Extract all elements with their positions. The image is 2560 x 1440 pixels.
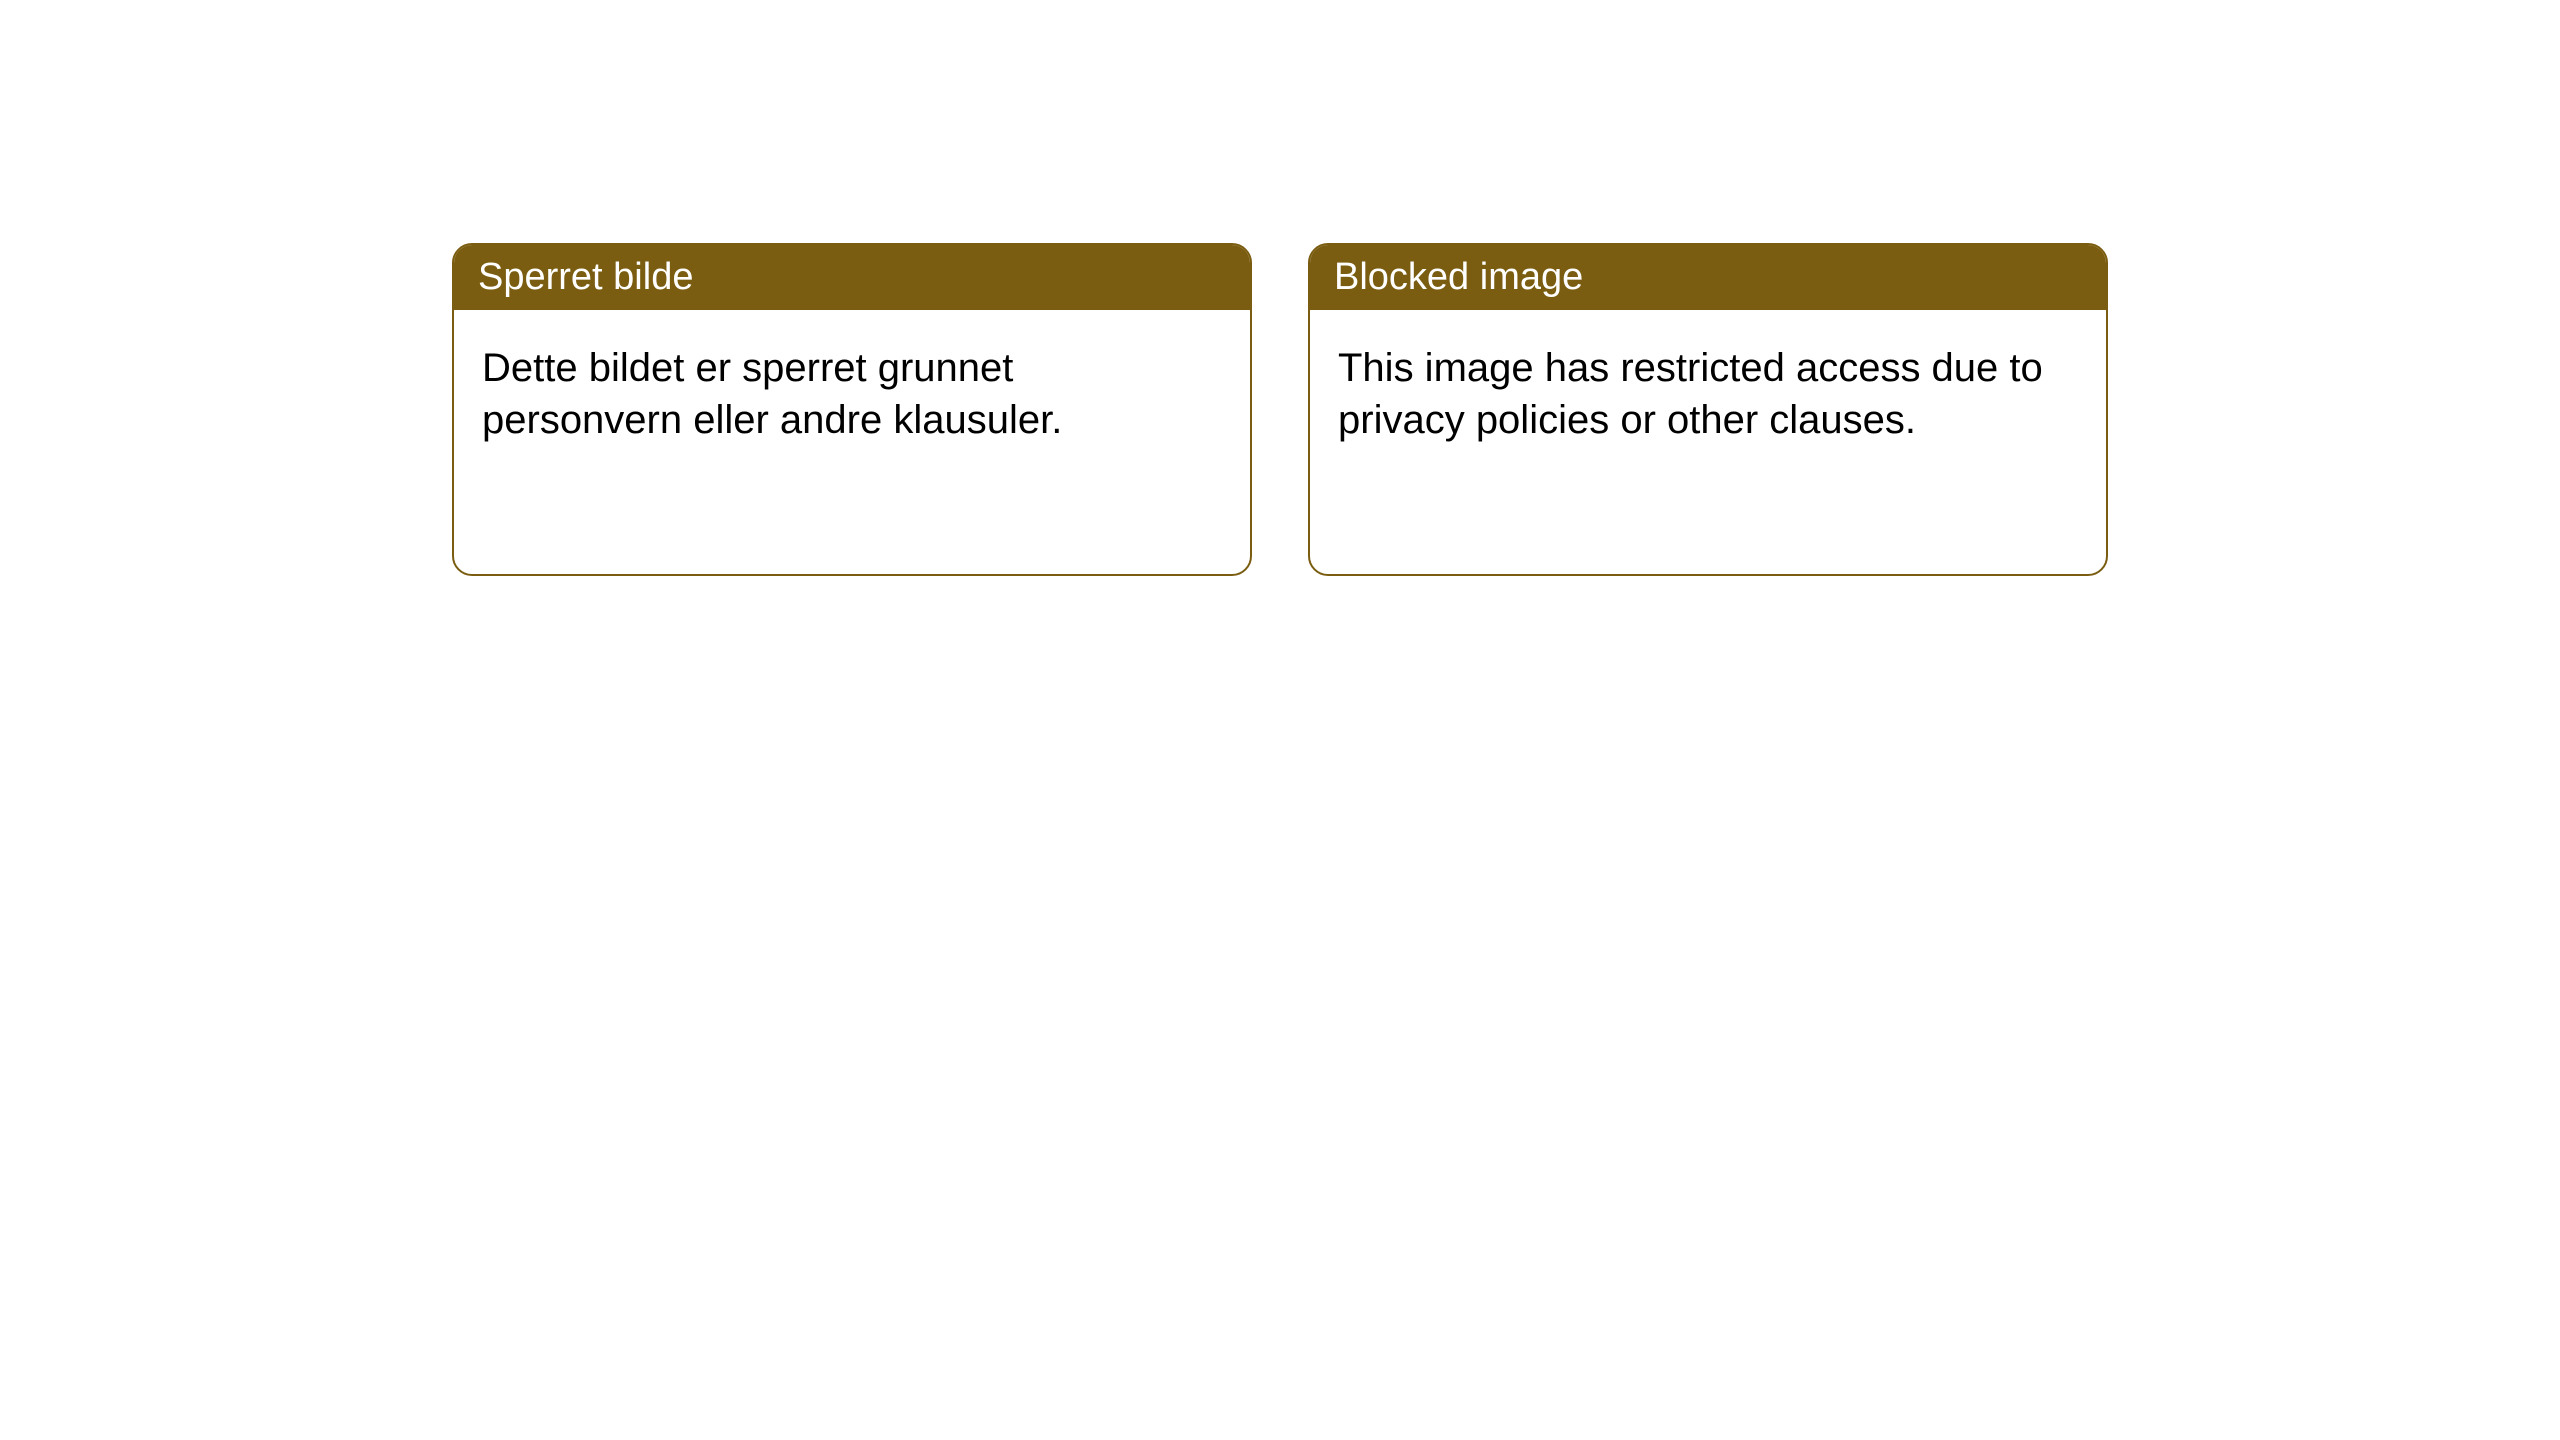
notice-card-norwegian: Sperret bilde Dette bildet er sperret gr…	[452, 243, 1252, 576]
notice-cards-container: Sperret bilde Dette bildet er sperret gr…	[452, 243, 2560, 576]
card-header: Blocked image	[1310, 245, 2106, 310]
card-body: This image has restricted access due to …	[1310, 310, 2106, 478]
card-body: Dette bildet er sperret grunnet personve…	[454, 310, 1250, 478]
notice-card-english: Blocked image This image has restricted …	[1308, 243, 2108, 576]
card-body-text: Dette bildet er sperret grunnet personve…	[482, 346, 1062, 442]
card-title: Blocked image	[1334, 256, 1583, 298]
card-body-text: This image has restricted access due to …	[1338, 346, 2043, 442]
card-header: Sperret bilde	[454, 245, 1250, 310]
card-title: Sperret bilde	[478, 256, 693, 298]
